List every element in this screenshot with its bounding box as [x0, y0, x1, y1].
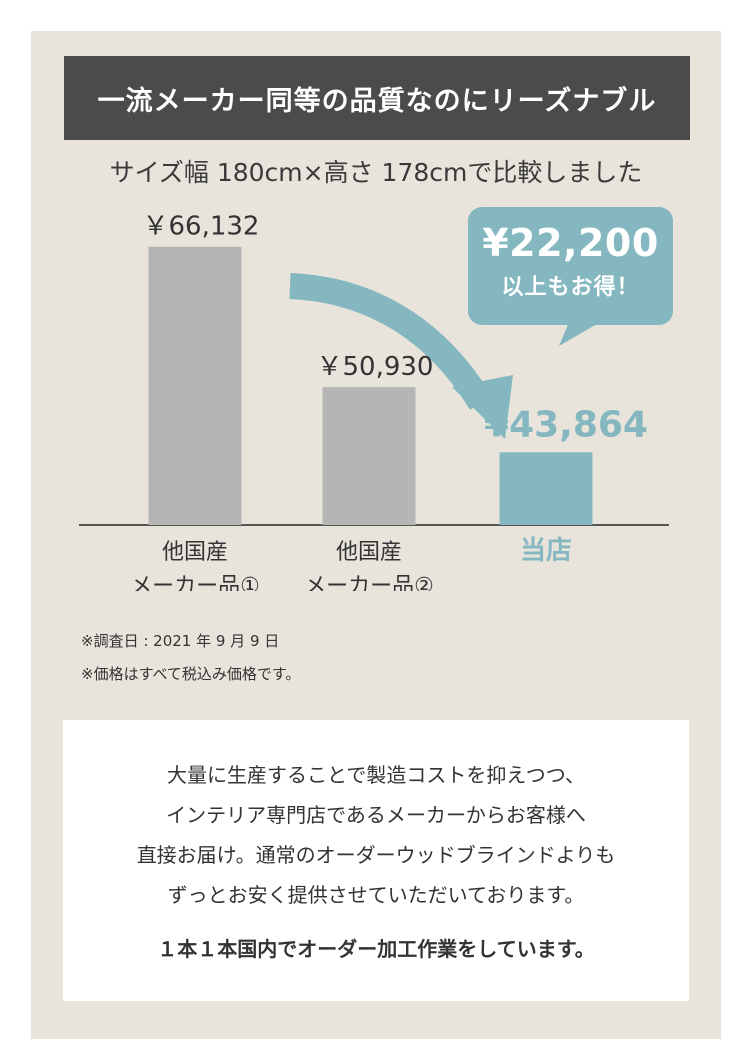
description-line: インテリア専門店であるメーカーからお客様へ [166, 803, 586, 827]
description-line: 直接お届け。通常のオーダーウッドブラインドよりも [136, 843, 616, 867]
savings-arrowhead [452, 375, 513, 439]
category-label: 他国産 [336, 540, 402, 565]
savings-arrow [289, 273, 493, 410]
price-bar [322, 387, 416, 525]
comparison-subtitle: サイズ幅 180cm×高さ 178cmで比較しました [109, 158, 643, 187]
savings-text: 以上もお得！ [501, 275, 640, 300]
domestic-processing-note: １本１本国内でオーダー加工作業をしています。 [157, 937, 595, 961]
description-box: 大量に生産することで製造コストを抑えつつ、 インテリア専門店であるメーカーからお… [63, 720, 689, 1001]
tax-included-note: ※価格はすべて税込み価格です。 [81, 665, 301, 683]
category-label: メーカー品② [304, 574, 434, 591]
category-label: 当店 [520, 536, 572, 566]
description-line: ずっとお安く提供させていただいております。 [167, 883, 585, 907]
savings-callout: ¥22,200 以上もお得！ [468, 207, 673, 325]
headline-text: 一流メーカー同等の品質なのにリーズナブル [97, 85, 657, 117]
price-bar [499, 452, 593, 525]
headline-banner: 一流メーカー同等の品質なのにリーズナブル [64, 56, 690, 140]
price-bar [148, 246, 242, 525]
bar-value-label: ￥50,930 [317, 352, 434, 382]
category-label: 他国産 [162, 540, 228, 565]
comparison-panel: 一流メーカー同等の品質なのにリーズナブル サイズ幅 180cm×高さ 178cm… [31, 31, 721, 1039]
footnotes: ※調査日 : 2021 年 9 月 9 日 ※価格はすべて税込み価格です。 [81, 625, 300, 691]
bar-value-label: ￥66,132 [143, 212, 260, 242]
category-label: メーカー品① [130, 574, 260, 591]
bar-value-label: ¥43,864 [484, 404, 648, 445]
savings-amount: ¥22,200 [482, 221, 659, 265]
survey-date-note: ※調査日 : 2021 年 9 月 9 日 [81, 632, 280, 650]
description-line: 大量に生産することで製造コストを抑えつつ、 [167, 763, 585, 787]
